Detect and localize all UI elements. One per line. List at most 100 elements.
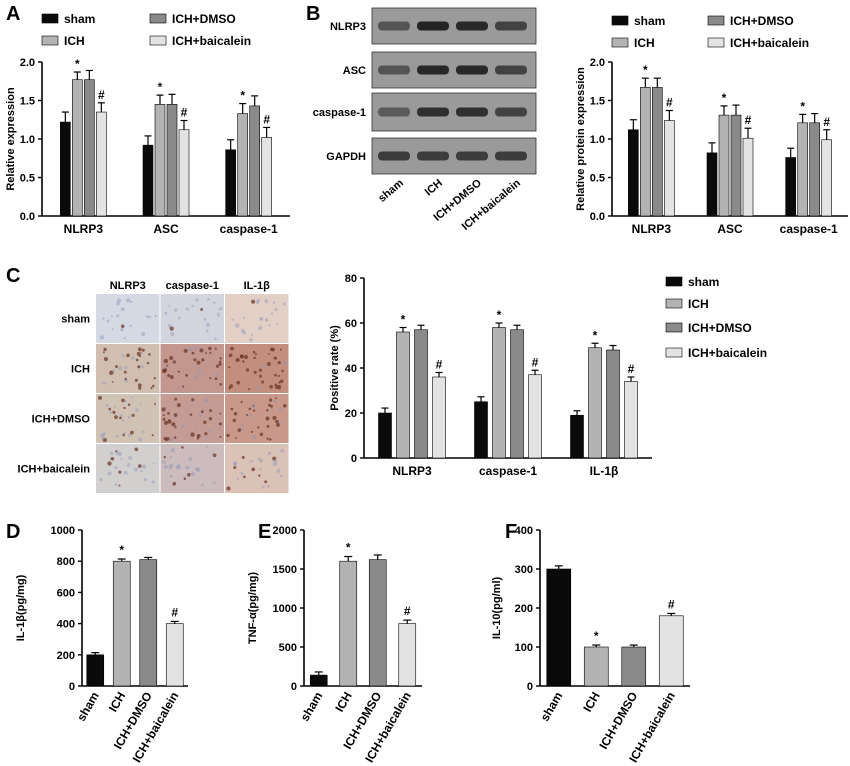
ihc-cell [276, 422, 280, 427]
ihc-micrograph [96, 344, 160, 393]
ihc-micrograph [225, 394, 289, 443]
ihc-cell [153, 462, 155, 465]
ihc-cell [145, 314, 149, 318]
ihc-cell [209, 377, 212, 380]
ihc-cell [219, 435, 222, 438]
ihc-cell [128, 456, 132, 460]
y-tick-label: 1.5 [590, 96, 605, 108]
bar [785, 157, 796, 217]
ihc-cell [169, 326, 174, 331]
y-tick-label: 60 [345, 318, 357, 330]
ihc-cell [107, 471, 112, 476]
ihc-cell [273, 356, 277, 360]
ihc-cell [270, 404, 274, 408]
ihc-cell [231, 318, 234, 322]
ihc-cell [280, 474, 283, 478]
ihc-cell [236, 477, 240, 481]
ihc-cell [248, 413, 252, 418]
ihc-cell [230, 407, 234, 411]
bar [583, 646, 609, 687]
ihc-cell [185, 307, 189, 311]
ihc-cell [169, 355, 174, 360]
panel-letter-a: A [6, 3, 20, 25]
ihc-cell [193, 375, 198, 379]
ihc-cell [208, 346, 212, 351]
ihc-cell [127, 433, 132, 438]
ihc-cell [165, 438, 168, 442]
ihc-cell [214, 360, 217, 363]
ihc-cell [226, 433, 230, 438]
ihc-cell [228, 353, 233, 358]
ihc-cell [226, 486, 231, 491]
ihc-cell [253, 356, 256, 360]
bar [628, 129, 639, 217]
ihc-cell [112, 410, 116, 414]
ihc-micrograph [96, 294, 160, 343]
ihc-cell [100, 433, 105, 438]
category-label: ASC [153, 222, 179, 236]
ihc-cell [129, 324, 132, 328]
bar [706, 152, 718, 217]
bar [664, 120, 675, 217]
ihc-micrograph [225, 294, 289, 343]
category-label: caspase-1 [220, 222, 278, 236]
significance-mark: # [436, 358, 443, 372]
y-tick-label: 20 [345, 408, 357, 420]
panel-letter-e: E [258, 521, 271, 543]
bar [339, 560, 358, 687]
category-label: NLRP3 [392, 464, 432, 478]
ihc-cell [118, 484, 121, 487]
significance-mark: * [119, 543, 124, 557]
category-label: sham [298, 690, 326, 724]
ihc-cell [167, 324, 172, 328]
y-tick-label: 1.0 [590, 134, 605, 146]
y-tick-label: 80 [345, 273, 357, 285]
ihc-cell [208, 417, 213, 421]
ihc-cell [266, 409, 269, 412]
legend-a: sham ICH ICH+DMSO ICH+baicalein [41, 12, 251, 48]
ihc-cell [217, 315, 220, 318]
ihc-cell [124, 400, 128, 403]
y-tick-label: 500 [279, 642, 297, 654]
y-tick-label: 0 [69, 681, 75, 693]
ihc-cell [175, 465, 180, 470]
legend-c: sham ICH ICH+DMSO ICH+baicalein [665, 275, 767, 360]
ihc-cell [121, 398, 125, 403]
ihc-cell [177, 370, 180, 373]
ihc-cell [259, 458, 264, 463]
ihc-cell [209, 351, 212, 354]
ihc-cell [150, 387, 153, 390]
ihc-cell [138, 437, 143, 442]
category-label: sham [538, 690, 566, 724]
blot-protein-label: ASC [343, 65, 366, 77]
ihc-cell [207, 297, 210, 301]
legend-label: ICH+DMSO [730, 14, 794, 28]
ihc-cell [215, 364, 220, 368]
ihc-cell [197, 435, 200, 438]
ihc-cell [283, 361, 287, 366]
ihc-cell [118, 470, 122, 474]
ihc-cell [118, 366, 123, 371]
ihc-cell [258, 325, 263, 331]
legend-label: ICH [64, 34, 85, 48]
blot-band [456, 21, 488, 31]
ihc-cell [233, 411, 238, 416]
ihc-cell [209, 409, 213, 413]
ihc-cell [251, 299, 256, 304]
ihc-cell [115, 365, 118, 368]
ihc-row-label: ICH [71, 364, 90, 376]
ihc-cell [275, 419, 279, 424]
ihc-cell [195, 467, 199, 472]
ihc-cell [269, 384, 273, 389]
bar [154, 104, 166, 217]
ihc-cell [242, 316, 246, 319]
ihc-cell [219, 382, 223, 386]
ihc-cell [164, 311, 168, 315]
ihc-cell [233, 466, 237, 470]
ihc-cell [123, 432, 126, 436]
ihc-cell [245, 368, 250, 372]
ihc-cell [117, 298, 122, 303]
ihc-cell [259, 432, 264, 437]
ihc-cell [236, 380, 241, 385]
ihc-cell [255, 386, 260, 391]
